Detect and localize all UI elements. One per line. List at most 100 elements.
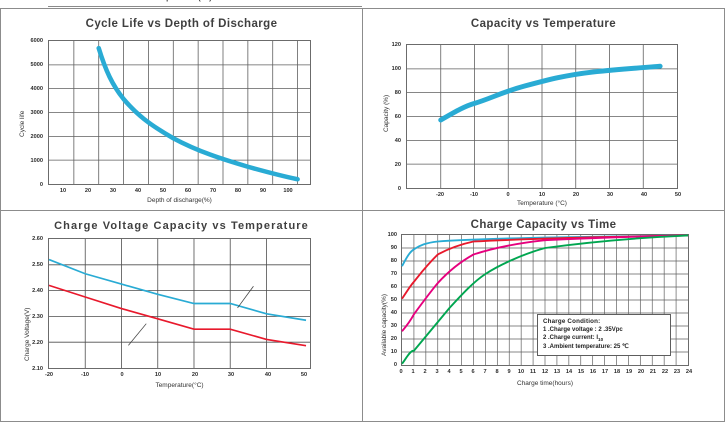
x-tick-capacity-temperature: 0	[506, 192, 510, 198]
x-tick-capacity-temperature: 40	[640, 192, 648, 198]
x-tick-capacity-temperature: 10	[538, 192, 546, 198]
panel-charge-voltage-temperature: Charge Voltage Capacity vs Temperature C…	[0, 210, 362, 422]
y-tick-charge-capacity: 0	[393, 362, 397, 368]
y-tick-charge-capacity: 60	[390, 284, 397, 290]
y-tick-capacity-temperature: 60	[394, 114, 401, 120]
x-tick-charge-capacity: 6	[471, 369, 475, 375]
y-tick-charge-voltage: 2.20	[32, 340, 43, 346]
y-tick-capacity-temperature: 20	[394, 162, 401, 168]
y-tick-cycle-life: 4000	[30, 86, 43, 92]
clipped-chart-rule	[48, 6, 362, 7]
x-tick-capacity-temperature: 30	[606, 192, 614, 198]
x-tick-cycle-life: 40	[134, 188, 142, 194]
charge-condition-title: Charge Condition:	[543, 318, 601, 325]
x-tick-charge-capacity: 9	[507, 369, 511, 375]
x-tick-charge-capacity: 11	[530, 369, 536, 375]
charge-condition-line: 3 .Ambient temperature: 25 ℃	[543, 344, 629, 351]
y-tick-capacity-temperature: 40	[394, 138, 401, 144]
x-tick-charge-capacity: 23	[673, 369, 681, 375]
x-tick-charge-capacity: 22	[661, 369, 669, 375]
chart-grid: Cycle Life vs Depth of Discharge Cycle l…	[0, 8, 725, 422]
x-tick-charge-voltage: 40	[264, 372, 272, 378]
x-tick-charge-voltage: 50	[300, 372, 308, 378]
x-tick-charge-capacity: 3	[435, 369, 439, 375]
y-tick-charge-voltage: 2.10	[32, 366, 43, 372]
x-tick-cycle-life: 70	[209, 188, 217, 194]
leader-line-float	[128, 323, 147, 346]
x-tick-charge-capacity: 10	[517, 369, 525, 375]
x-tick-charge-capacity: 18	[613, 369, 621, 375]
panel-charge-capacity-time: Charge Capacity vs Time Available capaci…	[362, 210, 725, 422]
y-tick-charge-voltage: 2.40	[32, 288, 43, 294]
x-tick-cycle-life: 90	[259, 188, 267, 194]
x-tick-cycle-life: 50	[159, 188, 167, 194]
x-tick-charge-capacity: 24	[685, 369, 693, 375]
y-tick-charge-capacity: 100	[387, 232, 397, 238]
x-tick-charge-voltage: 20	[191, 372, 199, 378]
x-tick-capacity-temperature: -20	[435, 192, 445, 198]
x-tick-capacity-temperature: 50	[674, 192, 682, 198]
x-axis-label-charge-capacity: Charge time(hours)	[517, 380, 573, 387]
plot-svg-cycle-life	[49, 41, 310, 184]
x-tick-charge-capacity: 19	[625, 369, 633, 375]
x-tick-cycle-life: 30	[109, 188, 117, 194]
x-tick-charge-voltage: 0	[120, 372, 124, 378]
y-tick-cycle-life: 2000	[30, 134, 43, 140]
y-tick-capacity-temperature: 120	[391, 42, 401, 48]
clipped-chart-strip: Temperature (°C)	[0, 0, 725, 8]
x-tick-charge-capacity: 14	[565, 369, 573, 375]
charge-condition-line: 2 .Charge current: I10	[543, 335, 604, 343]
x-tick-row-charge-capacity: 0 1 2 3 4 5 6 7 8 9 10 11 12 13 14 15 16 17 18 19 20 21 22 23 24	[399, 369, 692, 379]
charge-condition-box: Charge Condition: 1 .Charge voltage : 2 …	[537, 314, 671, 356]
x-tick-charge-capacity: 15	[577, 369, 585, 375]
series-line-cycle-life	[96, 45, 300, 182]
y-tick-charge-capacity: 70	[390, 271, 397, 277]
panel-cycle-life: Cycle Life vs Depth of Discharge Cycle l…	[0, 8, 362, 210]
x-tick-charge-capacity: 12	[541, 369, 549, 375]
x-tick-charge-capacity: 4	[447, 369, 451, 375]
plot-area-charge-voltage	[48, 238, 311, 369]
x-tick-charge-capacity: 0	[399, 369, 403, 375]
x-axis-label-cycle-life: Depth of discharge(%)	[147, 197, 212, 204]
x-tick-charge-voltage: 10	[154, 372, 162, 378]
x-tick-capacity-temperature: -10	[469, 192, 479, 198]
x-tick-charge-capacity: 13	[553, 369, 561, 375]
series-line-float-voltage	[48, 284, 307, 347]
y-tick-charge-voltage: 2.60	[32, 236, 43, 242]
series-line-75-dod	[401, 234, 689, 332]
y-tick-cycle-life: 3000	[30, 110, 43, 116]
y-tick-charge-voltage: 2.50	[32, 262, 43, 268]
chart-title-cycle-life: Cycle Life vs Depth of Discharge	[85, 18, 278, 30]
chart-title-charge-capacity-time: Charge Capacity vs Time	[470, 219, 617, 231]
chart-title-capacity-temperature: Capacity vs Temperature	[470, 18, 617, 30]
y-tick-cycle-life: 6000	[30, 38, 43, 44]
y-tick-charge-capacity: 20	[390, 336, 397, 342]
y-tick-charge-capacity: 30	[390, 323, 397, 329]
x-tick-charge-capacity: 5	[459, 369, 463, 375]
x-tick-charge-capacity: 16	[589, 369, 597, 375]
y-tick-charge-capacity: 90	[390, 245, 397, 251]
x-axis-label-capacity-temperature: Temperature (°C)	[517, 200, 567, 207]
y-tick-charge-capacity: 50	[390, 297, 397, 303]
y-tick-capacity-temperature: 0	[397, 186, 401, 192]
x-tick-cycle-life: 80	[234, 188, 242, 194]
plot-svg-capacity-temperature	[407, 45, 677, 188]
x-tick-charge-voltage: -10	[80, 372, 90, 378]
x-axis-label-charge-voltage: Temperature(°C)	[155, 382, 204, 389]
y-tick-charge-capacity: 80	[390, 258, 397, 264]
plot-area-cycle-life	[48, 40, 311, 185]
series-line-100-dod	[401, 234, 689, 365]
x-tick-capacity-temperature: 20	[572, 192, 580, 198]
x-tick-charge-capacity: 21	[649, 369, 657, 375]
y-tick-charge-capacity: 10	[390, 349, 397, 355]
leader-line-equalize	[237, 286, 254, 309]
x-tick-charge-voltage: -20	[44, 372, 54, 378]
plot-area-capacity-temperature	[406, 44, 678, 189]
series-line-capacity-temperature	[438, 63, 663, 123]
x-tick-charge-capacity: 8	[495, 369, 499, 375]
x-tick-charge-capacity: 20	[637, 369, 645, 375]
x-tick-charge-capacity: 2	[423, 369, 427, 375]
y-tick-capacity-temperature: 80	[394, 90, 401, 96]
x-tick-cycle-life: 20	[84, 188, 92, 194]
y-tick-cycle-life: 5000	[30, 62, 43, 68]
